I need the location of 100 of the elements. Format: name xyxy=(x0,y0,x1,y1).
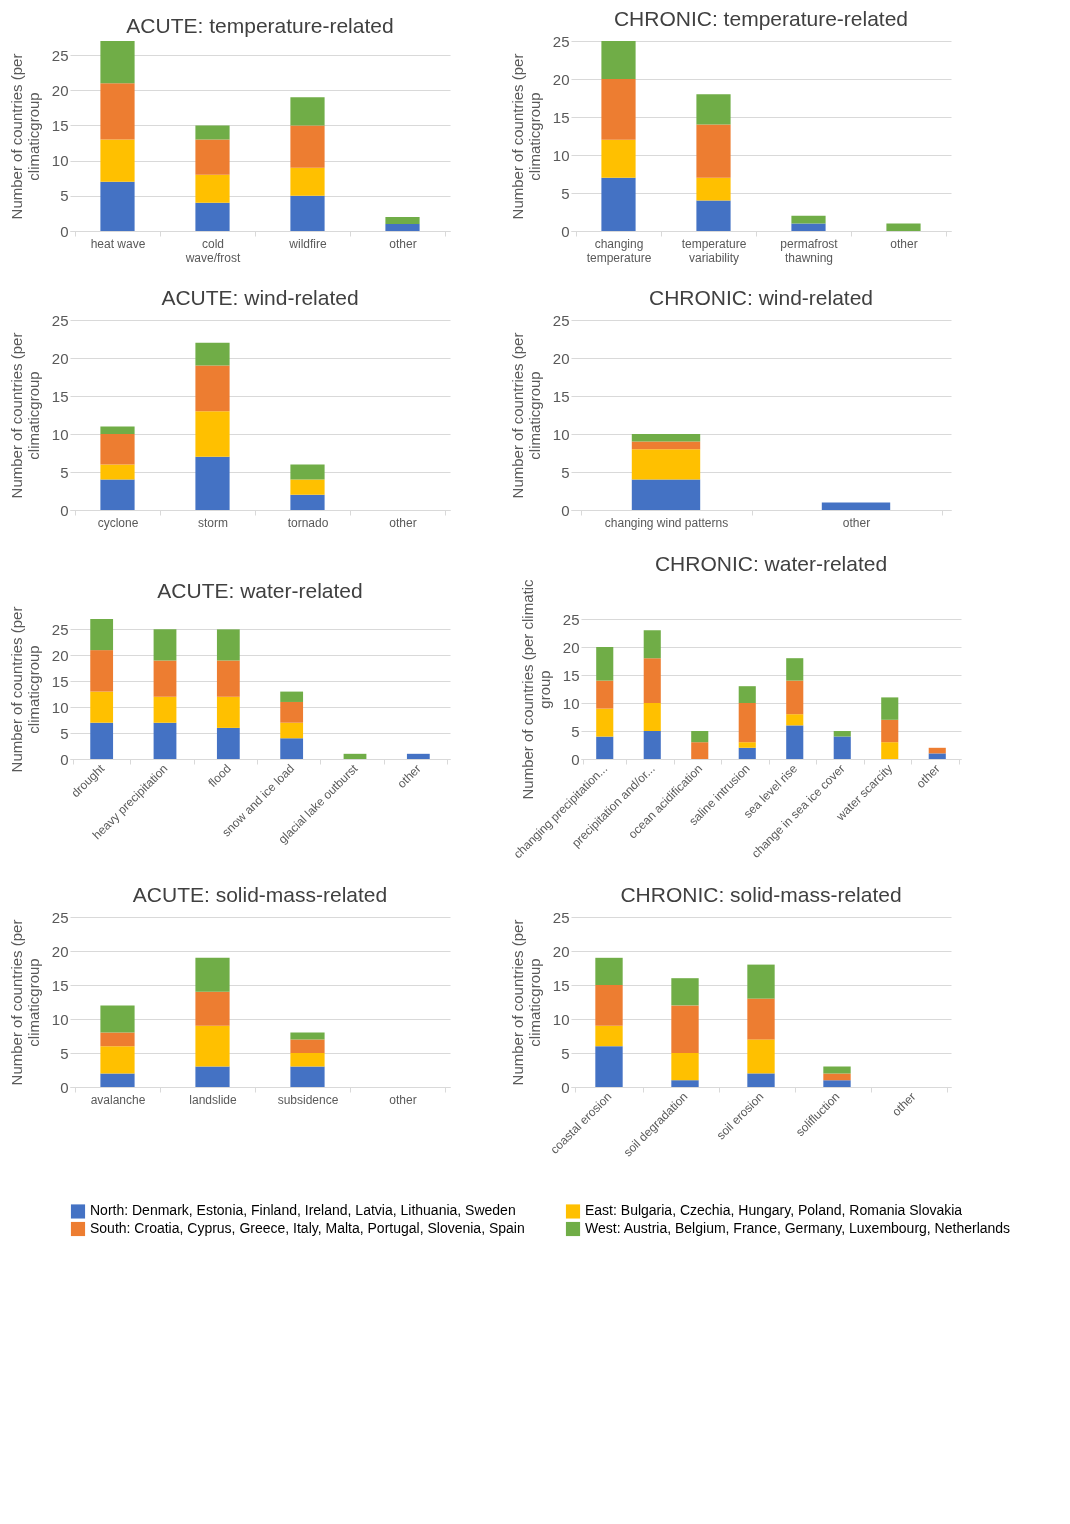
x-tick-label: other xyxy=(842,515,871,530)
y-tick-label: 20 xyxy=(51,81,69,99)
bar xyxy=(601,177,636,231)
y-tick-label: 5 xyxy=(60,463,69,481)
bar xyxy=(195,342,230,366)
bar xyxy=(100,181,135,231)
bar xyxy=(343,753,367,759)
y-tick-label: 0 xyxy=(60,501,69,519)
y-tick-label: 15 xyxy=(562,666,580,684)
x-tick-label: other xyxy=(389,1092,417,1107)
x-tick-label: wildfire xyxy=(288,236,327,251)
bar xyxy=(631,434,701,442)
bar xyxy=(90,691,114,723)
bar xyxy=(595,1046,623,1087)
bar xyxy=(671,1053,699,1081)
y-tick-label: 5 xyxy=(60,724,69,742)
y-tick-label: 25 xyxy=(51,908,69,926)
bar xyxy=(747,1039,775,1074)
y-tick-label: 10 xyxy=(552,425,570,443)
bar xyxy=(881,742,899,759)
y-tick-label: 20 xyxy=(51,349,69,367)
bar xyxy=(195,202,230,231)
x-tick-label: heat wave xyxy=(90,236,146,251)
bar xyxy=(786,714,804,726)
y-tick-label: 0 xyxy=(561,501,570,519)
bar xyxy=(696,94,731,125)
bar xyxy=(100,1032,135,1047)
bar xyxy=(195,125,230,140)
y-tick-label: 15 xyxy=(552,387,570,405)
bar xyxy=(153,722,177,759)
bar xyxy=(691,742,709,759)
bar xyxy=(90,722,114,759)
bar xyxy=(385,216,420,224)
bar xyxy=(280,722,304,739)
y-tick-label: 15 xyxy=(51,976,69,994)
bar xyxy=(595,985,623,1026)
y-tick-label: 25 xyxy=(51,311,69,329)
chart-title: ACUTE: temperature-related xyxy=(126,14,394,37)
y-tick-label: 5 xyxy=(60,187,69,205)
bar xyxy=(881,697,899,720)
bar xyxy=(100,464,135,480)
y-tick-label: 15 xyxy=(552,108,570,126)
bar xyxy=(696,124,731,178)
bar xyxy=(280,701,304,723)
y-tick-label: 20 xyxy=(552,349,570,367)
bar xyxy=(643,630,661,659)
bar xyxy=(100,83,135,140)
y-tick-label: 25 xyxy=(552,32,570,50)
y-tick-label: 20 xyxy=(552,70,570,88)
bar xyxy=(195,1025,230,1067)
chart-title: CHRONIC: wind-related xyxy=(648,286,874,309)
chart-title: CHRONIC: solid-mass-related xyxy=(620,883,902,906)
bar xyxy=(691,731,709,743)
bar xyxy=(100,479,135,510)
legend-label: North: Denmark, Estonia, Finland, Ireland, Latvia, Lithuania, Sweden xyxy=(90,1202,516,1219)
bar xyxy=(595,1025,623,1047)
bar xyxy=(290,1039,325,1053)
bar xyxy=(833,736,851,759)
bar xyxy=(696,177,731,201)
bar xyxy=(881,719,899,743)
chart-title: CHRONIC: water-related xyxy=(654,551,888,575)
y-tick-label: 15 xyxy=(552,976,570,994)
bar xyxy=(290,97,325,126)
bar xyxy=(290,1053,325,1067)
bar xyxy=(385,223,420,231)
bar xyxy=(596,736,614,759)
y-axis-title: Number of countries (per climaticgroup xyxy=(508,332,543,499)
y-tick-label: 0 xyxy=(60,222,69,240)
bar xyxy=(601,41,636,79)
y-tick-label: 20 xyxy=(51,646,69,664)
bar xyxy=(195,957,230,992)
x-tick-label: storm xyxy=(198,515,228,530)
y-tick-label: 5 xyxy=(60,1044,69,1062)
y-tick-label: 10 xyxy=(51,1010,69,1028)
y-axis-title: Number of countries (per climatic group xyxy=(518,578,553,800)
bar xyxy=(290,479,325,495)
bar xyxy=(671,978,699,1006)
bar xyxy=(195,174,230,203)
bar xyxy=(791,223,826,231)
bar xyxy=(696,200,731,231)
legend-label: East: Bulgaria, Czechia, Hungary, Poland, Romania Slovakia xyxy=(585,1202,963,1219)
bar xyxy=(643,731,661,759)
y-tick-label: 20 xyxy=(562,638,580,656)
y-tick-label: 0 xyxy=(571,750,580,768)
y-tick-label: 0 xyxy=(60,750,69,768)
bar xyxy=(100,1005,135,1033)
x-tick-label: cyclone xyxy=(97,515,139,530)
y-tick-label: 0 xyxy=(561,222,570,240)
y-tick-label: 10 xyxy=(51,152,69,170)
y-tick-label: 10 xyxy=(562,694,580,712)
bar xyxy=(195,1066,230,1087)
bar xyxy=(823,1080,851,1087)
bar xyxy=(747,964,775,999)
y-tick-label: 10 xyxy=(552,146,570,164)
bar xyxy=(821,502,891,510)
x-tick-label: permafrost thawning xyxy=(780,236,839,265)
bar xyxy=(406,753,430,759)
y-tick-label: 25 xyxy=(552,908,570,926)
bar xyxy=(833,731,851,737)
bar xyxy=(216,629,240,661)
